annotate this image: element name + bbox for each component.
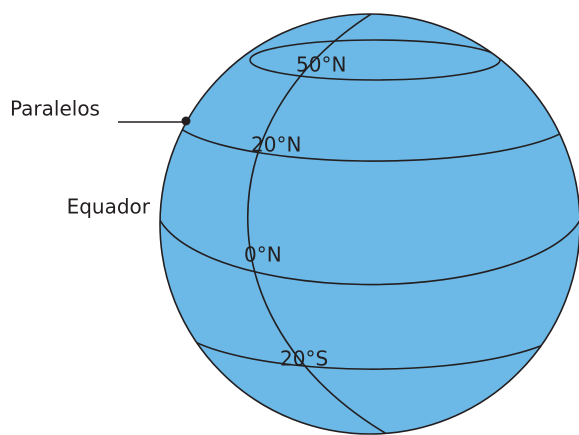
callout-label: Equador [67,195,151,219]
equator-line [160,199,579,286]
meridian-line [247,14,393,434]
parallel-label: 20°N [251,133,301,157]
parallel-label: 20°S [280,347,328,371]
globe [159,13,579,435]
parallel-label: 50°N [296,53,346,77]
pointer-dot [181,116,191,126]
parallel-line [168,109,579,162]
parallel-line [249,39,501,81]
callout-label: Paralelos [10,97,100,121]
parallel-label: 0°N [244,243,282,267]
